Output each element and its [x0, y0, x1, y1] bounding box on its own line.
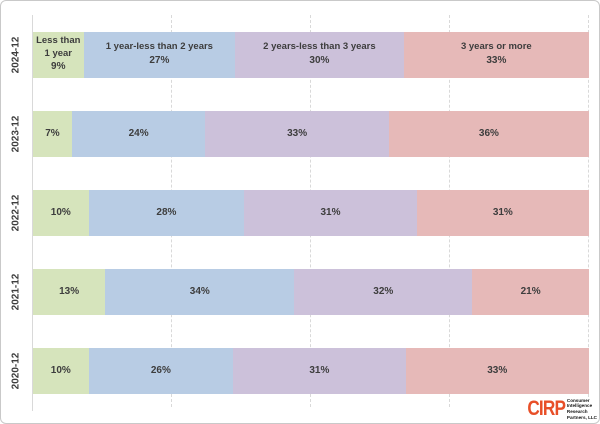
data-label: 31%	[320, 206, 341, 218]
logo-line: Partners, LLC	[566, 414, 597, 420]
y-axis-label: 2021-12	[10, 273, 22, 311]
plot-area: Less than 1 year 9% 1 year-less than 2 yea…	[32, 15, 590, 411]
bar-segment: 26%	[88, 348, 234, 395]
bar-segment: 34%	[105, 269, 295, 316]
data-label: 30%	[309, 54, 330, 66]
data-label: 32%	[373, 286, 394, 298]
y-axis-label: 2023-12	[10, 115, 22, 153]
data-label: 21%	[520, 286, 541, 298]
series-name-label: 3 years or more	[460, 41, 532, 53]
data-label: 10%	[50, 206, 71, 218]
data-label: 27%	[149, 54, 170, 66]
bar-segment: 33%	[205, 110, 389, 157]
data-label: 9%	[51, 60, 66, 72]
data-label: 33%	[287, 127, 308, 139]
series-name-label: Less than 1 year	[36, 35, 81, 59]
data-label: 24%	[128, 127, 149, 139]
bar-segment: 24%	[71, 110, 206, 157]
bar-segment: 3 years or more 33%	[403, 31, 589, 78]
cirp-logo: CIRP Consumer Intelligence Research Part…	[516, 397, 597, 421]
data-label: 36%	[478, 127, 499, 139]
cirp-logo-subtext: Consumer Intelligence Research Partners,…	[567, 397, 597, 421]
logo-line: Research	[566, 409, 588, 414]
data-label: 34%	[189, 286, 210, 298]
bar-row: 10% 26% 31% 33%	[33, 332, 589, 411]
bar-segment: 31%	[244, 189, 417, 236]
bar-row: 7% 24% 33% 36%	[33, 94, 589, 173]
bar-segment: 10%	[33, 189, 89, 236]
data-label: 10%	[50, 365, 71, 377]
y-axis-label: 2022-12	[10, 194, 22, 232]
data-label: 13%	[59, 286, 80, 298]
data-label: 31%	[309, 365, 330, 377]
bar-segment: 13%	[33, 269, 106, 316]
data-label: 31%	[492, 206, 513, 218]
bar-row: 10% 28% 31% 31%	[33, 173, 589, 252]
logo-line: Consumer	[566, 397, 590, 403]
bar-row: 13% 34% 32% 21%	[33, 253, 590, 332]
bar-segment: 2 years-less than 3 years 30%	[235, 31, 404, 78]
series-name-label: 2 years-less than 3 years	[263, 41, 376, 53]
bar-segment: 21%	[472, 269, 590, 316]
bar-segment: 31%	[233, 348, 406, 395]
bar-segment: 36%	[388, 110, 589, 157]
bar-segment: 7%	[33, 110, 72, 157]
bar-segment: 31%	[416, 189, 589, 236]
data-label: 28%	[156, 206, 177, 218]
y-axis-label: 2024-12	[10, 36, 22, 73]
bar-segment: 10%	[33, 348, 89, 395]
bar-segment: 28%	[88, 189, 245, 236]
bar-row: Less than 1 year 9% 1 year-less than 2 yea…	[33, 15, 589, 94]
bar-segment: 33%	[405, 348, 589, 395]
data-label: 7%	[45, 127, 60, 139]
series-name-label: 1 year-less than 2 years	[105, 41, 213, 53]
cirp-logo-text: CIRP	[527, 397, 566, 420]
bar-segment: 1 year-less than 2 years 27%	[83, 31, 236, 78]
data-label: 33%	[487, 365, 508, 377]
y-axis-label: 2020-12	[10, 353, 22, 390]
bar-segment: 32%	[294, 269, 473, 316]
logo-line: Intelligence	[566, 403, 593, 409]
bar-segment: Less than 1 year 9%	[33, 31, 84, 78]
data-label: 26%	[150, 365, 171, 377]
data-label: 33%	[486, 54, 507, 66]
